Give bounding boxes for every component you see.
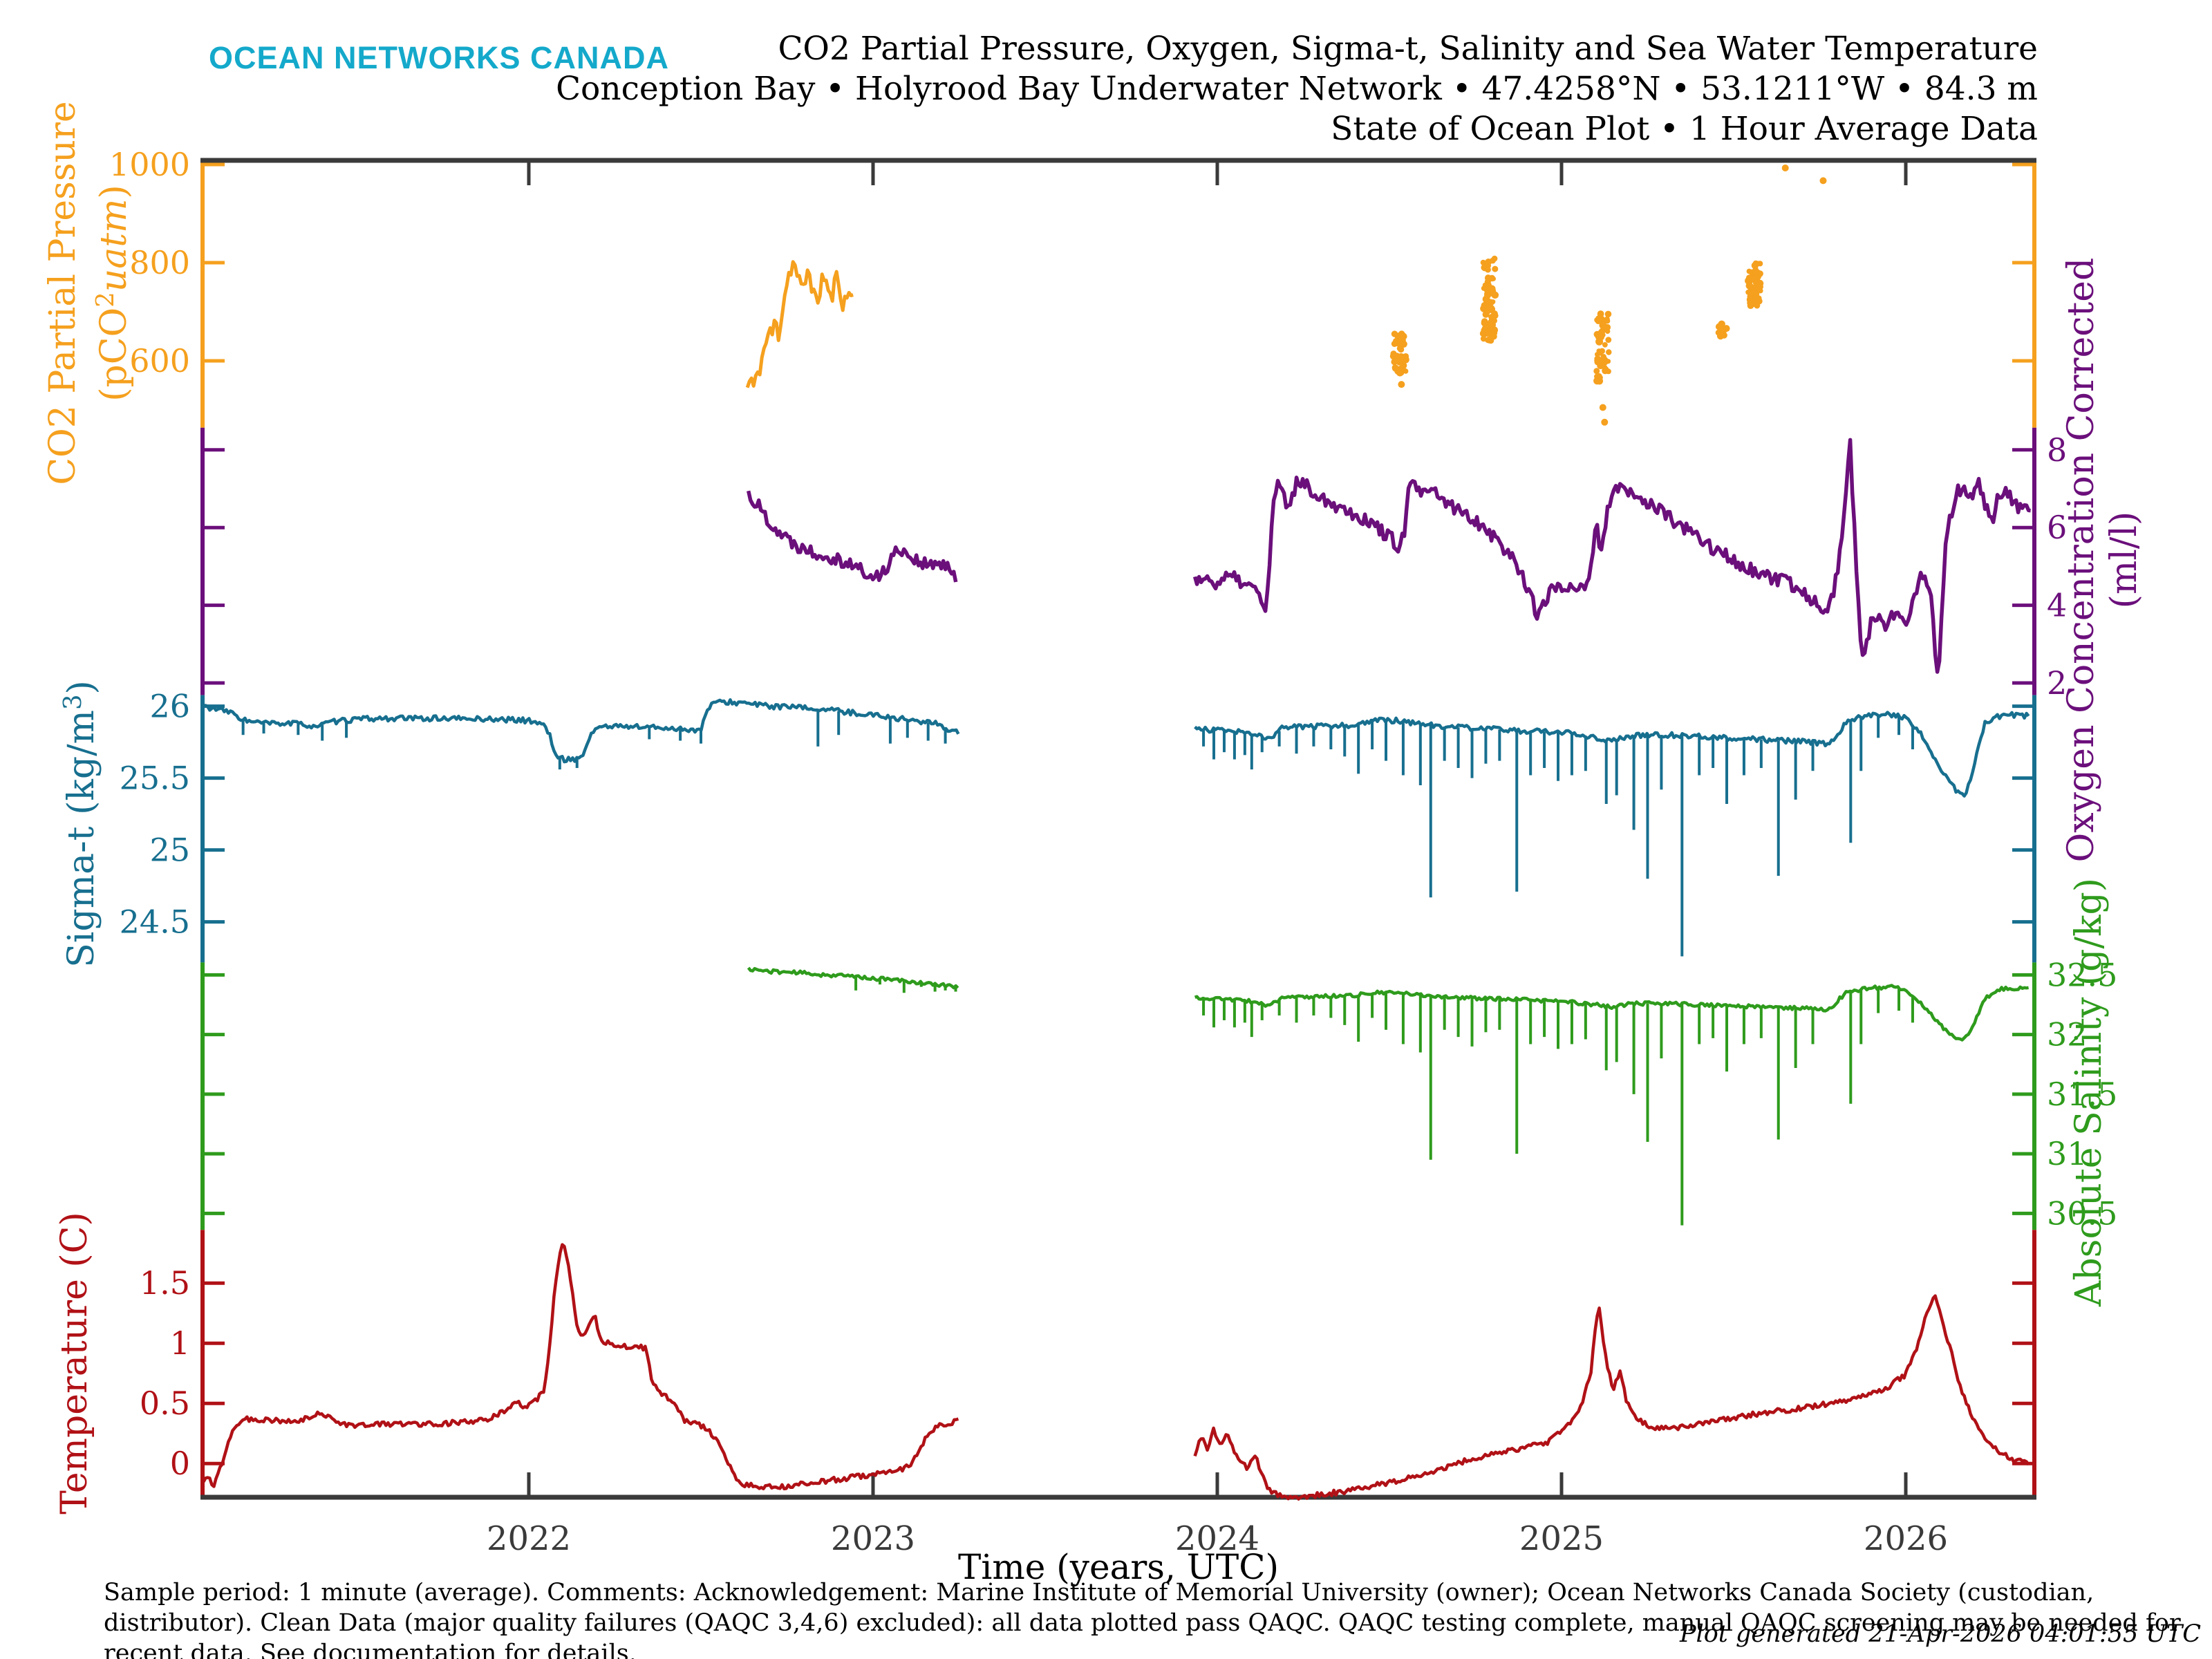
- oxygen-tick-label: 4: [2047, 587, 2067, 624]
- x-tick-label: 2025: [1519, 1519, 1604, 1558]
- oxygen-axis-title-line1: Oxygen Concentration Corrected: [2061, 257, 2102, 863]
- salinity-tick-label: 32: [2047, 1016, 2088, 1053]
- co2-tick-label: 800: [129, 244, 190, 281]
- salinity-axis-title: Absolute Salinity (g/kg): [2068, 877, 2110, 1307]
- oxygen-tick-label: 8: [2047, 431, 2067, 469]
- sigma_t-tick-label: 25.5: [120, 760, 190, 797]
- co2-axis-title-line2: (pCO2uatm): [91, 185, 135, 402]
- temperature-tick-label: 1: [170, 1324, 190, 1362]
- x-tick-label: 2026: [1864, 1519, 1948, 1558]
- oxygen-tick-label: 2: [2047, 664, 2067, 702]
- plot-title-line3: State of Ocean Plot • 1 Hour Average Dat…: [1331, 110, 2038, 148]
- ocean-networks-canada-logo: OCEAN NETWORKS CANADA: [209, 40, 669, 75]
- plot-title-line1: CO2 Partial Pressure, Oxygen, Sigma-t, S…: [778, 30, 2038, 68]
- temperature-tick-label: 1.5: [140, 1264, 190, 1302]
- temperature-tick-label: 0.5: [140, 1385, 190, 1422]
- oxygen-axis-title: Oxygen Concentration Corrected (ml/l): [2060, 258, 2146, 863]
- footer-comments: Sample period: 1 minute (average). Comme…: [104, 1577, 2181, 1659]
- series-oxygen_concentration: [747, 438, 2031, 674]
- salinity-tick-label: 32.5: [2047, 956, 2117, 993]
- salinity-tick-label: 30.5: [2047, 1194, 2117, 1232]
- temperature-axis-title: Temperature (C): [54, 1212, 95, 1515]
- x-tick-label: 2024: [1175, 1519, 1259, 1558]
- footer-line1: Sample period: 1 minute (average). Comme…: [104, 1579, 2094, 1606]
- plot-title-line2: Conception Bay • Holyrood Bay Underwater…: [556, 70, 2038, 108]
- x-axis-title: Time (years, UTC): [958, 1547, 1279, 1587]
- salinity-tick-label: 31: [2047, 1135, 2088, 1172]
- footer-line2: distributor). Clean Data (major quality …: [104, 1609, 2181, 1637]
- x-tick-label: 2022: [487, 1519, 571, 1558]
- temperature-tick-label: 0: [170, 1445, 190, 1482]
- plot-generated-timestamp: Plot generated 21-Apr-2026 04:01:55 UTC: [1679, 1620, 2201, 1648]
- co2-tick-label: 1000: [109, 146, 190, 183]
- axis-ticks-and-labels: 1000 800 600 8 6 4 2 26 25.5 25 24.5 32.5 32 31.5 31 30…: [109, 146, 2118, 1558]
- series-sea_water_temperature: [202, 1243, 2030, 1501]
- sigma_t-tick-label: 26: [149, 688, 190, 725]
- series-absolute_salinity: [747, 966, 2029, 1226]
- co2-tick-label: 600: [129, 342, 190, 379]
- axis-spines: [200, 158, 2036, 1500]
- plot-title-block: CO2 Partial Pressure, Oxygen, Sigma-t, S…: [556, 29, 2038, 149]
- oxygen-axis-title-line2: (ml/l): [2103, 511, 2145, 609]
- sigma_t-tick-label: 25: [149, 832, 190, 869]
- sigma-t-axis-title: Sigma-t (kg/m3): [58, 680, 103, 968]
- oxygen-tick-label: 6: [2047, 509, 2067, 546]
- co2-axis-title-line1: CO2 Partial Pressure: [41, 101, 84, 485]
- co2-axis-title: CO2 Partial Pressure (pCO2uatm): [41, 101, 135, 485]
- series-sigma_t: [203, 698, 2030, 957]
- sigma_t-tick-label: 24.5: [120, 903, 190, 941]
- footer-line3: recent data. See documentation for detai…: [104, 1640, 637, 1659]
- x-tick-label: 2023: [831, 1519, 915, 1558]
- series-co2_partial_pressure: [745, 165, 1827, 426]
- salinity-tick-label: 31.5: [2047, 1076, 2117, 1113]
